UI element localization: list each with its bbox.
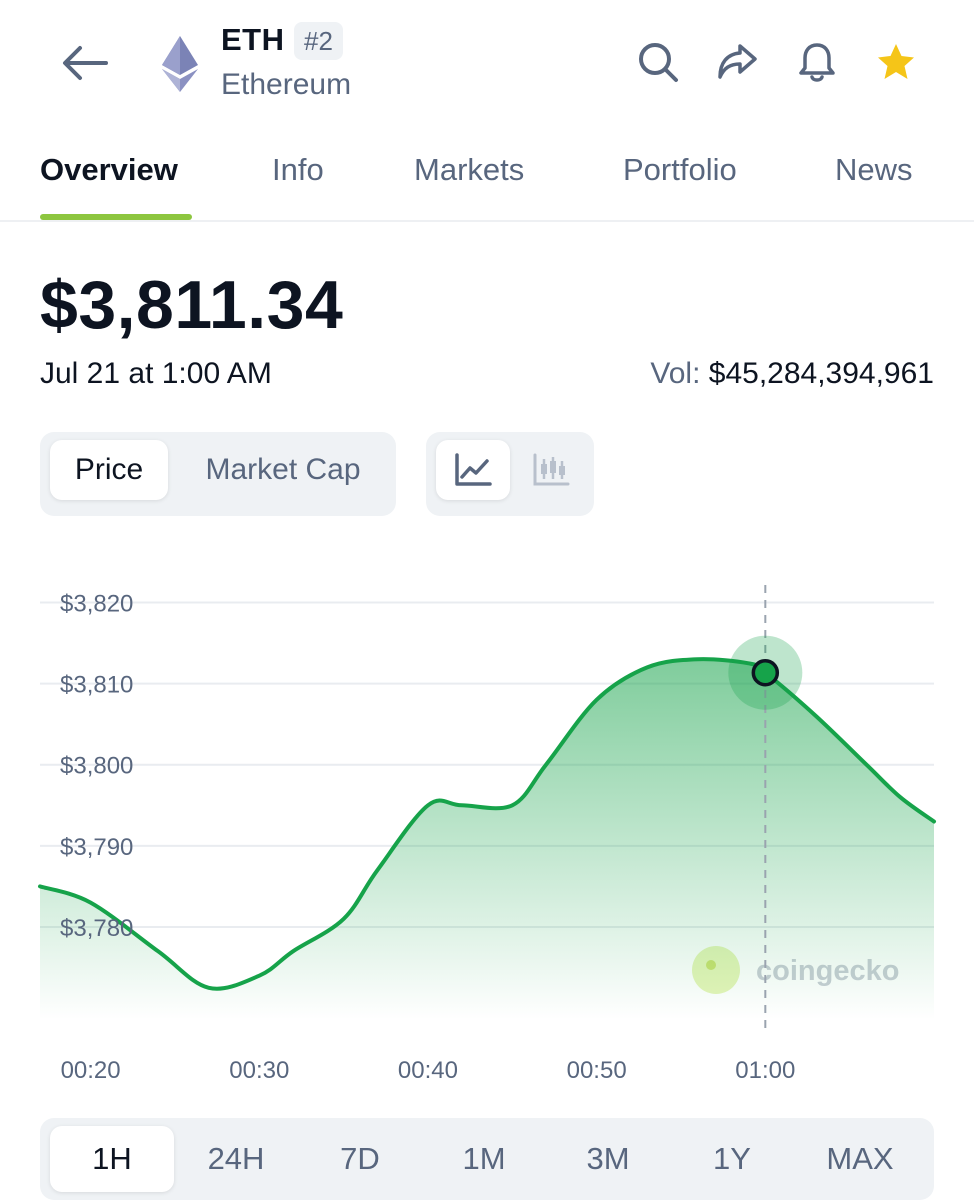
coin-name: Ethereum — [221, 68, 352, 101]
search-icon — [639, 43, 678, 82]
metric-toggle: Price Market Cap — [40, 432, 396, 516]
range-24h-button[interactable]: 24H — [207, 1141, 265, 1176]
candlestick-chart-icon — [533, 453, 570, 486]
ethereum-logo — [162, 36, 198, 92]
price-toggle-button[interactable]: Price — [50, 440, 168, 500]
range-3m-button[interactable]: 3M — [586, 1141, 630, 1176]
y-tick-label: $3,820 — [60, 590, 133, 617]
back-button[interactable] — [56, 38, 112, 88]
price-area-fill — [40, 659, 934, 1020]
tab-markets[interactable]: Markets — [414, 152, 525, 187]
highlight-point[interactable] — [751, 658, 780, 687]
search-button[interactable] — [634, 38, 682, 86]
price-chart[interactable]: coingecko $3,820$3,810$3,800$3,790$3,780… — [0, 560, 974, 1100]
tab-news[interactable]: News — [835, 152, 913, 187]
x-tick-label: 00:20 — [61, 1057, 121, 1084]
price-line — [38, 657, 936, 991]
range-1h-button[interactable]: 1H — [50, 1126, 174, 1192]
market-cap-toggle-button[interactable]: Market Cap — [205, 453, 361, 486]
active-tab-indicator — [40, 214, 192, 220]
share-icon — [718, 44, 757, 79]
back-arrow-icon — [63, 46, 108, 80]
tab-bar: Overview Info Markets Portfolio News — [0, 130, 974, 222]
rank-badge: #2 — [294, 22, 343, 60]
chart-type-toggle — [426, 432, 594, 516]
bell-icon — [799, 43, 835, 82]
coin-symbol: ETH — [221, 22, 285, 57]
tab-portfolio[interactable]: Portfolio — [623, 152, 737, 187]
y-tick-label: $3,810 — [60, 672, 133, 699]
candlestick-chart-button[interactable] — [514, 440, 588, 500]
volume: Vol: $45,284,394,961 — [650, 357, 934, 391]
y-tick-label: $3,780 — [60, 915, 133, 942]
time-range-selector: 1H 24H 7D 1M 3M 1Y MAX — [40, 1118, 934, 1200]
range-7d-button[interactable]: 7D — [340, 1141, 380, 1176]
line-chart-icon — [455, 453, 492, 486]
x-tick-label: 00:50 — [567, 1057, 627, 1084]
volume-value: $45,284,394,961 — [708, 357, 934, 390]
range-1m-button[interactable]: 1M — [462, 1141, 506, 1176]
volume-label: Vol: — [650, 357, 701, 390]
price-timestamp: Jul 21 at 1:00 AM — [40, 357, 272, 390]
x-tick-label: 01:00 — [735, 1057, 795, 1084]
alert-button[interactable] — [793, 38, 841, 86]
watchlist-star-button[interactable] — [872, 38, 920, 86]
y-tick-label: $3,800 — [60, 753, 133, 780]
x-tick-label: 00:30 — [229, 1057, 289, 1084]
current-price: $3,811.34 — [40, 267, 344, 343]
share-button[interactable] — [713, 38, 761, 86]
tab-overview[interactable]: Overview — [40, 152, 178, 187]
app-header: ETH #2 Ethereum — [0, 0, 974, 130]
range-max-button[interactable]: MAX — [826, 1141, 894, 1176]
range-1y-button[interactable]: 1Y — [713, 1141, 751, 1176]
tab-info[interactable]: Info — [272, 152, 324, 187]
star-icon — [878, 44, 914, 79]
x-tick-label: 00:40 — [398, 1057, 458, 1084]
y-tick-label: $3,790 — [60, 834, 133, 861]
line-chart-button[interactable] — [436, 440, 510, 500]
price-chart-svg: coingecko $3,820$3,810$3,800$3,790$3,780… — [38, 585, 936, 1084]
